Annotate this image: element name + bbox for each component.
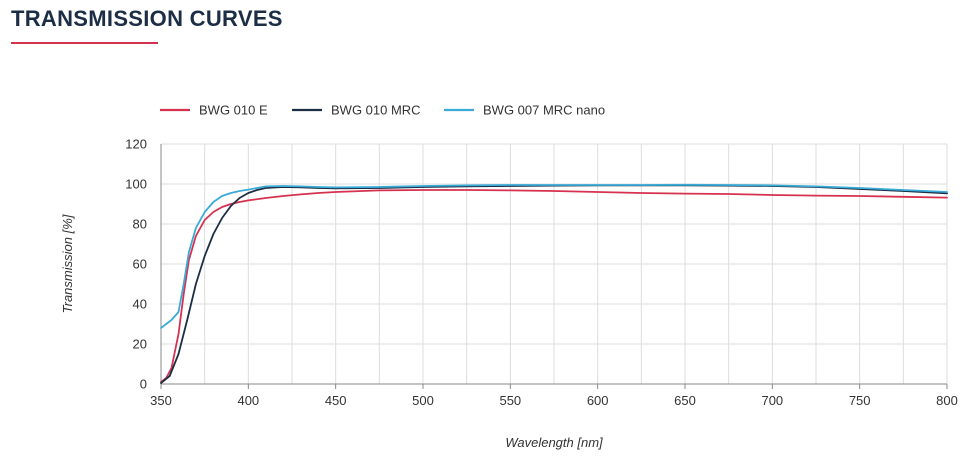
- x-tick-label-750: 750: [849, 393, 871, 408]
- legend: BWG 010 E BWG 010 MRC BWG 007 MRC nano: [160, 103, 605, 118]
- grid: [161, 143, 947, 384]
- legend-label-1: BWG 010 MRC: [331, 103, 421, 118]
- x-tick-label-400: 400: [237, 393, 259, 408]
- y-tick-label-100: 100: [125, 177, 147, 192]
- x-tick-label-500: 500: [412, 393, 434, 408]
- series-lines: [160, 183, 948, 384]
- page-title: TRANSMISSION CURVES: [11, 6, 283, 31]
- y-tick-label-0: 0: [140, 377, 147, 392]
- y-tick-label-80: 80: [133, 217, 147, 232]
- x-tick-label-700: 700: [761, 393, 783, 408]
- x-tick-label-450: 450: [325, 393, 347, 408]
- x-axis-title: Wavelength [nm]: [505, 435, 603, 450]
- y-tick-label-120: 120: [125, 137, 147, 152]
- axes: 350 400 450 500 550 600 650 700 750 800 0 20 40 60 80 1…: [125, 137, 958, 409]
- x-tick-label-550: 550: [499, 393, 521, 408]
- series-line-2: [160, 183, 948, 329]
- y-tick-label-60: 60: [133, 257, 147, 272]
- y-tick-label-40: 40: [133, 297, 147, 312]
- legend-label-2: BWG 007 MRC nano: [483, 103, 605, 118]
- title-underline: [11, 42, 158, 44]
- x-tick-label-800: 800: [936, 393, 958, 408]
- x-tick-label-650: 650: [674, 393, 696, 408]
- legend-label-0: BWG 010 E: [199, 103, 268, 118]
- series-line-0: [160, 189, 948, 383]
- x-tick-label-600: 600: [587, 393, 609, 408]
- x-tick-label-350: 350: [150, 393, 172, 408]
- y-tick-label-20: 20: [133, 337, 147, 352]
- y-axis-title: Transmission [%]: [60, 214, 75, 313]
